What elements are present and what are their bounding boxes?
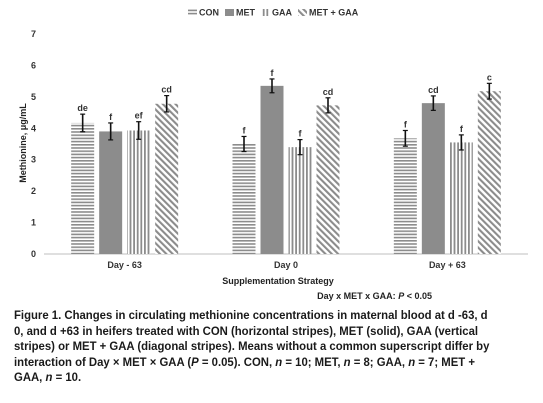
significance-letter: f [404,119,408,129]
bar-met [99,131,123,254]
x-tick-label: Day - 63 [107,260,142,270]
legend-label: MET + GAA [309,8,359,18]
y-tick-label: 5 [31,92,36,102]
y-tick-label: 2 [31,186,36,196]
x-axis-label: Supplementation Strategy [222,276,334,286]
legend-label: MET [236,8,256,18]
legend-swatch [225,9,234,16]
annotation-p-value: < 0.05 [407,291,432,301]
caption-text-2: = 0.05). CON, [198,354,276,369]
y-tick-label: 7 [31,29,36,39]
caption-text-6: = 10. [52,370,82,385]
significance-letter: f [109,112,113,122]
x-axis: Day - 63 Day 0 Day + 63 [44,253,528,270]
bar-gaa [449,142,473,254]
caption-n-symbol: n [408,354,416,369]
y-tick-label: 0 [31,249,36,259]
y-tick-label: 4 [31,123,36,133]
significance-letter: c [487,72,492,82]
y-axis-label: Methionine, μg/mL [18,103,28,183]
significance-letter: f [460,124,464,134]
figure-caption: Figure 1. Changes in circulating methion… [14,308,498,386]
x-tick-label: Day 0 [274,260,298,270]
significance-letter: cd [161,85,172,95]
interaction-annotation: Day x MET x GAA: P < 0.05 [317,291,432,301]
significance-letter: cd [428,85,439,95]
legend: CON MET GAA MET + GAA [188,8,359,18]
bar-met-gaa [477,91,501,254]
bar-gaa [288,147,312,254]
caption-text-1: Changes in circulating methionine concen… [14,308,490,369]
bar-gaa [127,130,151,254]
significance-letter: f [271,68,275,78]
caption-n-symbol: n [45,370,53,385]
y-tick-label: 6 [31,60,36,70]
bar-con [232,144,256,254]
caption-n-symbol: n [275,354,283,369]
bar-met-gaa [155,103,179,255]
caption-n-symbol: n [343,354,351,369]
caption-text-3: = 10; MET, [282,354,344,369]
significance-letter: de [77,103,88,113]
x-tick-label: Day + 63 [429,260,466,270]
bar-met [260,85,284,254]
legend-label: CON [199,8,219,18]
caption-text-5: = 7; MET + GAA, [14,354,475,385]
caption-text-4: = 8; GAA, [350,354,409,369]
bar-con [71,122,95,254]
legend-swatch [298,9,307,16]
figure-label: Figure 1. [14,308,62,322]
significance-letter: ef [135,111,144,121]
y-tick-label: 3 [31,155,36,165]
y-tick-label: 1 [31,218,36,228]
caption-p-symbol: P [191,354,199,369]
annotation-text: Day x MET x GAA: [317,291,396,301]
bar-met [421,103,445,255]
significance-letter: cd [323,87,334,97]
legend-label: GAA [272,8,293,18]
bar-con [393,138,417,254]
bar-met-gaa [316,105,340,254]
bars: de f ef cd f f f cd f cd f c [71,68,501,255]
y-axis: 0 1 2 3 4 5 6 7 [31,29,36,259]
annotation-p-symbol: P [398,291,405,301]
significance-letter: f [299,129,303,139]
significance-letter: f [243,125,247,135]
chart: 0 1 2 3 4 5 6 7 Day - 63 Day 0 Day + 63 de f ef cd f f… [18,8,528,301]
legend-swatch [261,9,270,16]
legend-swatch [188,9,197,16]
bar-chart-svg: 0 1 2 3 4 5 6 7 Day - 63 Day 0 Day + 63 de f ef cd f f… [18,8,528,301]
